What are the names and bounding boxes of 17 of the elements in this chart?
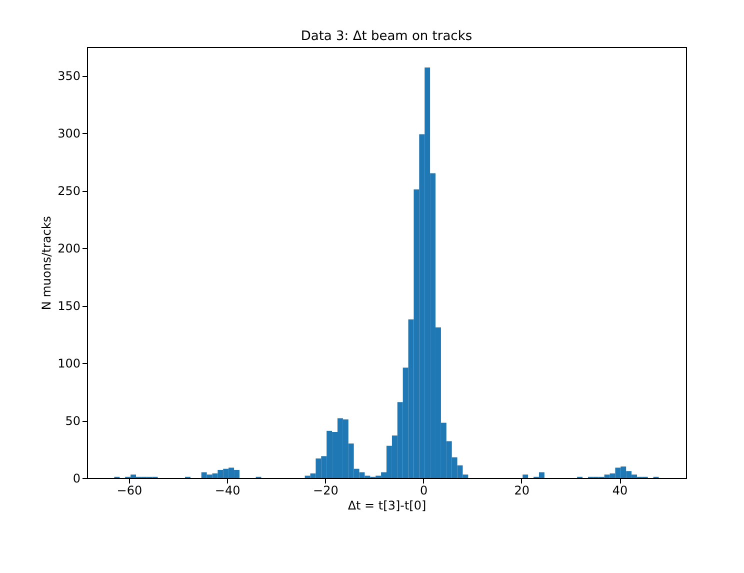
x-tick-label: −60: [116, 484, 142, 498]
y-axis-title: N muons/tracks: [40, 216, 54, 310]
x-tick-label: −20: [313, 484, 338, 498]
x-tick-label: 20: [514, 484, 530, 498]
y-tick-label: 200: [58, 242, 80, 256]
y-tick-label: 150: [58, 299, 80, 314]
x-tick-label: 40: [612, 484, 628, 498]
y-tick-label: 350: [58, 69, 80, 84]
y-tick-label: 300: [58, 126, 80, 141]
chart-title: Data 3: Δt beam on tracks: [300, 29, 472, 44]
y-tick-label: 250: [58, 184, 80, 198]
x-tick-label: 0: [420, 484, 428, 498]
y-tick-label: 50: [65, 414, 80, 428]
x-tick-label: −40: [214, 484, 240, 498]
y-tick-label: 100: [58, 356, 80, 371]
x-axis-title: Δt = t[3]-t[0]: [348, 498, 426, 512]
y-tick-label: 0: [72, 472, 80, 486]
